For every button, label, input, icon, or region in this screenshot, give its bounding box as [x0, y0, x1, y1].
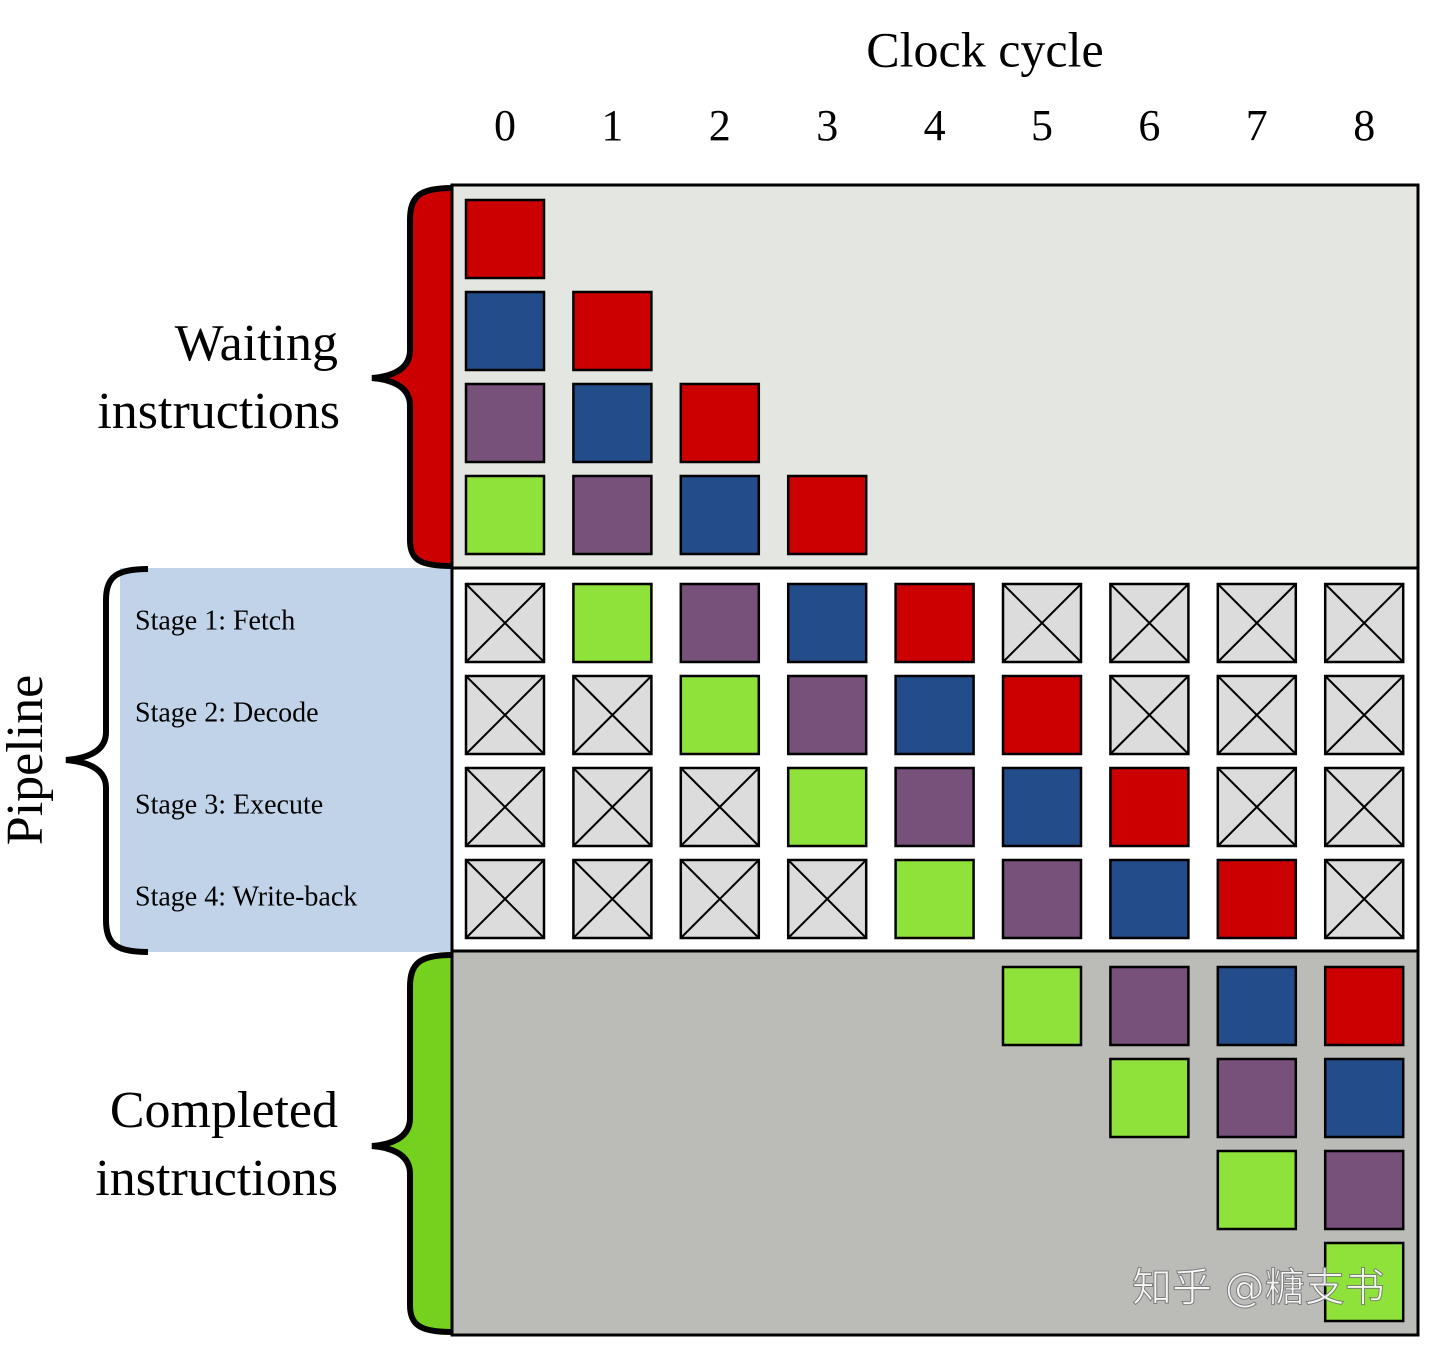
- cycle-label: 7: [1246, 101, 1268, 150]
- instruction: [1001, 858, 1083, 940]
- instruction: [894, 766, 975, 848]
- section-label: instructions: [95, 1150, 338, 1207]
- instruction: [1001, 965, 1083, 1047]
- cycle-label: 8: [1353, 101, 1375, 150]
- instruction: [1323, 1149, 1405, 1231]
- empty-cross: [1324, 767, 1404, 847]
- empty-cross: [465, 859, 545, 939]
- empty-cross: [1217, 583, 1297, 663]
- cycle-label: 1: [601, 101, 623, 150]
- instruction: [679, 474, 761, 556]
- instruction: [464, 290, 546, 372]
- waiting-brace-fill: [372, 188, 452, 566]
- completed-brace: [371, 952, 453, 1335]
- instruction: [572, 382, 653, 464]
- section-label: Completed: [110, 1082, 338, 1139]
- instruction: [786, 766, 868, 848]
- empty-cross: [1217, 767, 1297, 847]
- instruction: [1323, 1057, 1405, 1139]
- instruction: [1109, 1057, 1190, 1139]
- instruction: [1323, 1241, 1405, 1323]
- waiting-brace: [371, 185, 453, 569]
- empty-cross: [787, 859, 867, 939]
- instruction: [679, 382, 761, 464]
- empty-cross: [465, 675, 545, 755]
- instruction: [786, 582, 868, 664]
- instruction: [464, 382, 546, 464]
- instruction: [894, 858, 975, 940]
- empty-cross: [572, 859, 653, 939]
- empty-cross: [680, 767, 760, 847]
- instruction: [679, 582, 761, 664]
- empty-cross: [1109, 675, 1190, 755]
- completed-brace-fill: [372, 955, 452, 1332]
- stage-label: Stage 4: Write-back: [135, 881, 357, 912]
- instruction: [572, 290, 653, 372]
- cycle-label: 3: [816, 101, 838, 150]
- instruction: [1323, 965, 1405, 1047]
- empty-cross: [1002, 583, 1082, 663]
- section-label: Waiting: [175, 315, 338, 372]
- instruction: [1001, 766, 1083, 848]
- empty-cross: [465, 767, 545, 847]
- empty-cross: [572, 767, 653, 847]
- stage-label: Stage 2: Decode: [135, 697, 319, 728]
- instruction: [464, 474, 546, 556]
- instruction: [1216, 1057, 1298, 1139]
- cycle-label: 5: [1031, 101, 1053, 150]
- instruction: [894, 674, 975, 756]
- stage-label: Stage 3: Execute: [135, 789, 323, 820]
- pipeline-label: Pipeline: [0, 675, 54, 845]
- instruction: [679, 674, 761, 756]
- section-label: instructions: [97, 383, 340, 440]
- cycle-label: 0: [494, 101, 516, 150]
- instruction: [894, 582, 975, 664]
- instruction: [1216, 1149, 1298, 1231]
- stage-panel: [120, 568, 452, 952]
- instruction: [786, 674, 868, 756]
- empty-cross: [1217, 675, 1297, 755]
- instruction: [1109, 766, 1190, 848]
- instruction: [1216, 858, 1298, 940]
- instruction: [572, 582, 653, 664]
- empty-cross: [465, 583, 545, 663]
- stage-label: Stage 1: Fetch: [135, 605, 295, 636]
- cycle-label: 2: [709, 101, 731, 150]
- cycle-label: 6: [1138, 101, 1160, 150]
- empty-cross: [1324, 675, 1404, 755]
- empty-cross: [680, 859, 760, 939]
- pipeline-brace: [65, 566, 149, 955]
- instruction: [1109, 858, 1190, 940]
- watermark: 知乎 @糖支书: [1132, 1265, 1385, 1311]
- instruction: [1109, 965, 1190, 1047]
- empty-cross: [1109, 583, 1190, 663]
- frame: [450, 183, 1420, 1337]
- instruction: [1001, 674, 1083, 756]
- instruction: [464, 198, 546, 280]
- empty-cross: [572, 675, 653, 755]
- empty-cross: [1324, 859, 1404, 939]
- instruction: [572, 474, 653, 556]
- cycle-label: 4: [924, 101, 946, 150]
- cells: [464, 198, 1405, 1323]
- instruction: [1216, 965, 1298, 1047]
- instruction: [786, 474, 868, 556]
- empty-cross: [1324, 583, 1404, 663]
- title: Clock cycle: [866, 21, 1103, 77]
